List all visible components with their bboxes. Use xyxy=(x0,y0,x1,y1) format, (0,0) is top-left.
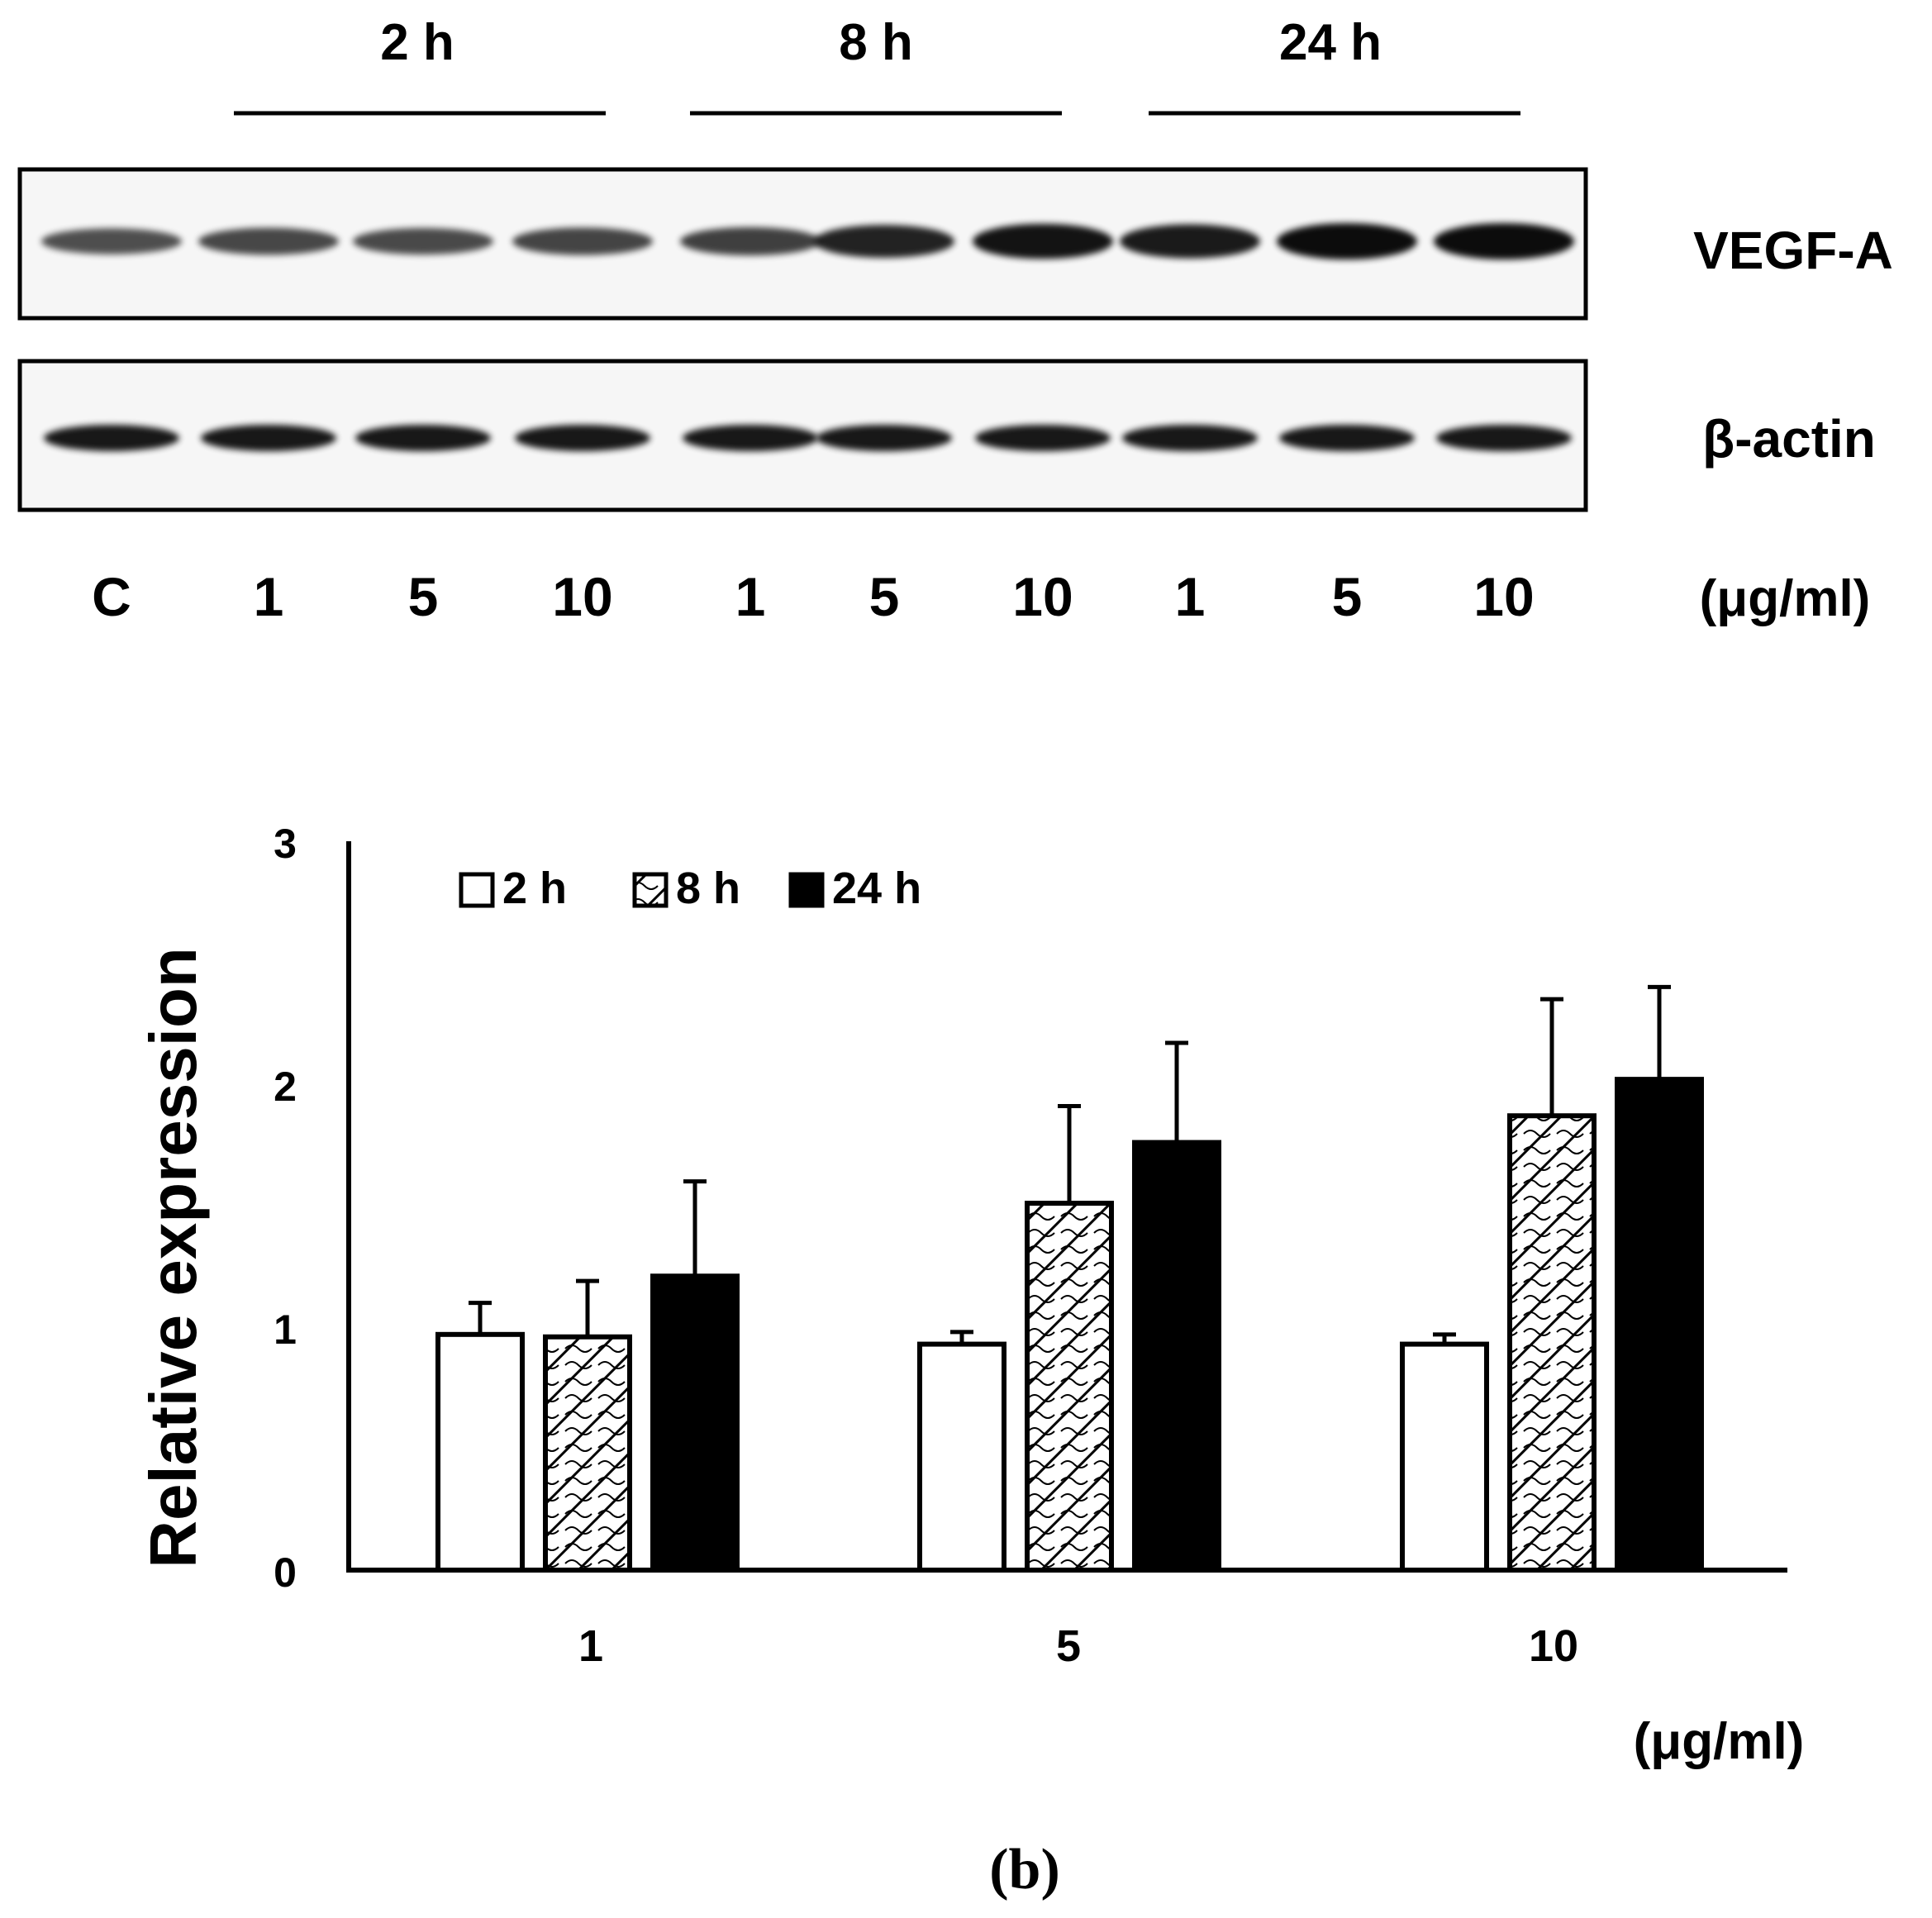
lane-label: 5 xyxy=(869,566,900,627)
bar xyxy=(1400,1341,1489,1573)
lane-label: 1 xyxy=(735,566,766,627)
x-axis-categories: 1 5 10 xyxy=(578,1621,1578,1671)
lane-label: 10 xyxy=(1473,566,1534,627)
legend-swatch xyxy=(632,872,669,908)
bars-group xyxy=(435,1077,1704,1573)
protein-label-vegf-a: VEGF-A xyxy=(1693,221,1893,280)
vegf-band xyxy=(198,227,339,255)
vegf-bands xyxy=(41,223,1574,259)
bar xyxy=(650,1273,740,1573)
lane-label: C xyxy=(92,566,131,627)
actin-band xyxy=(44,425,179,451)
actin-band xyxy=(1122,425,1258,451)
y-tick-label: 3 xyxy=(274,821,297,867)
legend-swatch xyxy=(459,872,495,908)
bar xyxy=(917,1341,1006,1573)
time-group-label-8h: 8 h xyxy=(839,14,913,71)
y-tick-label: 0 xyxy=(274,1549,297,1596)
time-group-label-2h: 2 h xyxy=(380,14,454,71)
y-tick-label: 1 xyxy=(274,1306,297,1353)
lane-labels: C 1 5 10 1 5 10 1 5 10 xyxy=(92,566,1535,627)
actin-band xyxy=(816,425,952,451)
vegf-band xyxy=(1434,223,1574,259)
actin-band xyxy=(683,425,818,451)
bar xyxy=(1615,1077,1704,1573)
y-axis-label: Relative expression xyxy=(136,947,210,1568)
x-category-label: 1 xyxy=(578,1621,603,1671)
vegf-band xyxy=(41,228,182,255)
legend-label: 2 h xyxy=(502,864,567,913)
y-tick-label: 2 xyxy=(274,1064,297,1110)
x-axis-unit-label: (μg/ml) xyxy=(1634,1713,1805,1770)
vegf-band xyxy=(353,227,493,255)
actin-band xyxy=(975,425,1111,451)
vegf-band xyxy=(973,223,1113,259)
vegf-band xyxy=(1120,224,1260,259)
vegf-band xyxy=(814,225,954,258)
bar xyxy=(435,1331,525,1573)
bar xyxy=(1132,1140,1221,1573)
lane-label: 1 xyxy=(254,566,284,627)
actin-band xyxy=(355,425,491,451)
y-axis-ticks: 0 1 2 3 xyxy=(274,821,297,1596)
actin-band xyxy=(1279,425,1415,451)
bar xyxy=(543,1334,632,1573)
lane-label: 10 xyxy=(552,566,612,627)
actin-band xyxy=(1436,425,1572,451)
panel-label: (b) xyxy=(989,1838,1060,1901)
legend-swatch xyxy=(788,872,825,908)
lane-label: 10 xyxy=(1012,566,1073,627)
error-bars-group xyxy=(469,984,1671,1345)
vegf-band xyxy=(1277,223,1417,259)
bar xyxy=(1507,1113,1597,1573)
actin-band xyxy=(515,425,650,451)
western-blot-panel: 2 h 8 h 24 h VEGF-A β-actin C 1 5 10 1 5 10 1 5 1… xyxy=(17,14,1893,627)
lane-label: 1 xyxy=(1175,566,1206,627)
actin-bands xyxy=(44,425,1572,451)
vegf-band xyxy=(680,226,821,256)
x-category-label: 10 xyxy=(1529,1621,1578,1671)
legend-label: 8 h xyxy=(676,864,740,913)
protein-label-beta-actin: β-actin xyxy=(1702,409,1876,469)
chart-legend: 2 h 8 h 24 h xyxy=(459,864,921,913)
lane-label: 5 xyxy=(408,566,439,627)
legend-label: 24 h xyxy=(832,864,921,913)
bar xyxy=(1025,1201,1114,1573)
actin-band xyxy=(201,425,336,451)
x-category-label: 5 xyxy=(1056,1621,1081,1671)
blot-unit-label: (μg/ml) xyxy=(1700,570,1871,627)
time-group-label-24h: 24 h xyxy=(1279,14,1382,71)
lane-label: 5 xyxy=(1332,566,1363,627)
vegf-band xyxy=(512,227,653,255)
